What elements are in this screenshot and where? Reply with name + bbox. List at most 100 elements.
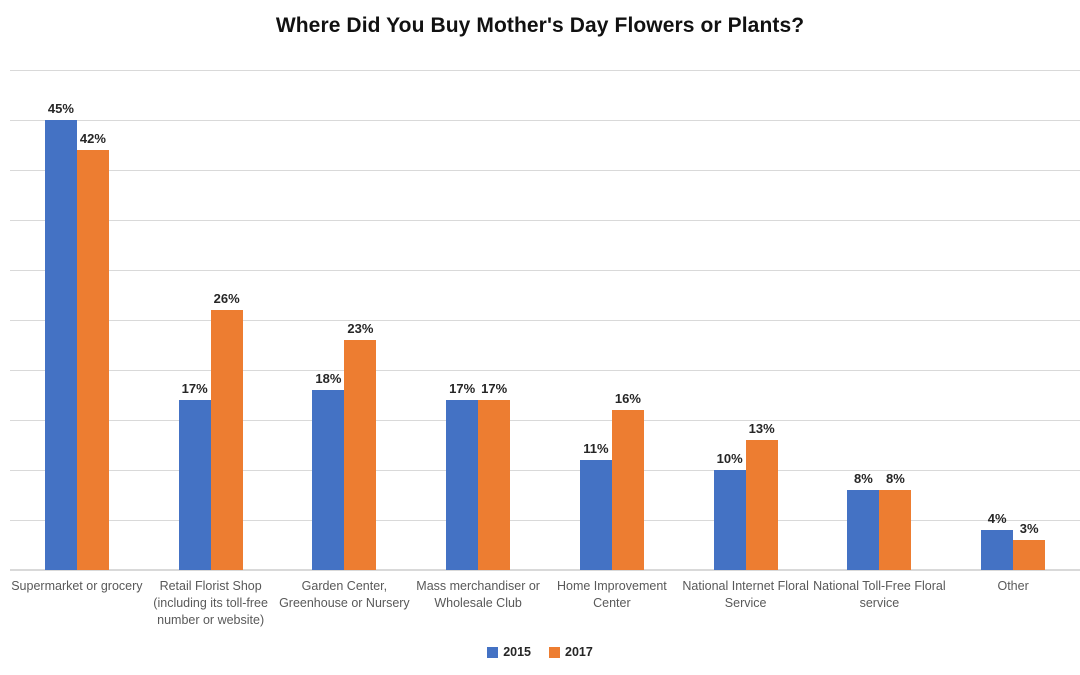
bar-rect[interactable] — [312, 390, 345, 570]
bar-value-label: 42% — [79, 131, 106, 146]
legend-swatch-icon — [487, 646, 499, 658]
chart-legend: 2015 2017 — [0, 645, 1080, 659]
category-label-line: Garden Center, — [301, 579, 388, 593]
bar-2015-6[interactable]: 10% — [713, 70, 746, 570]
bar-value-label: 8% — [885, 471, 905, 486]
bar-2015-5[interactable]: 11% — [579, 70, 612, 570]
bar-rect[interactable] — [44, 120, 77, 570]
category-label-line: Greenhouse or Nursery — [279, 596, 410, 610]
legend-swatch-icon — [549, 646, 560, 658]
bar-group: 4% 3% — [981, 70, 1046, 570]
bar-value-label: 18% — [315, 371, 342, 386]
bar-rect[interactable] — [713, 470, 746, 570]
legend-label: 2017 — [565, 645, 593, 659]
category-label: Supermarket or grocery — [10, 578, 144, 595]
plot-area: 45% 42% 17% 26% 18% 23% 17% 17% 11% 16% 10% 13% 8% 8%… — [10, 70, 1080, 571]
gridline — [10, 220, 1080, 221]
bar-2015-1[interactable]: 45% — [44, 70, 77, 570]
category-label-line: Other — [997, 579, 1029, 593]
gridline — [10, 420, 1080, 421]
category-label-line: service — [859, 596, 900, 610]
gridline — [10, 70, 1080, 71]
bar-2015-7[interactable]: 8% — [847, 70, 880, 570]
bar-2017-8[interactable]: 3% — [1013, 70, 1046, 570]
bar-value-label: 8% — [853, 471, 873, 486]
bar-value-label: 4% — [987, 511, 1007, 526]
bar-2017-4[interactable]: 17% — [478, 70, 511, 570]
bar-2015-4[interactable]: 17% — [446, 70, 479, 570]
bar-value-label: 3% — [1019, 521, 1039, 536]
bar-value-label: 13% — [748, 421, 775, 436]
bar-groups: 45% 42% 17% 26% 18% 23% 17% 17% 11% 16% 10% 13% 8% 8%… — [10, 70, 1080, 570]
bar-rect[interactable] — [879, 490, 912, 570]
bar-rect[interactable] — [344, 340, 377, 570]
bar-value-label: 17% — [181, 381, 208, 396]
category-label-line: Wholesale Club — [434, 596, 522, 610]
bar-2017-5[interactable]: 16% — [611, 70, 644, 570]
bar-2015-3[interactable]: 18% — [312, 70, 345, 570]
category-label-line: Center — [593, 596, 631, 610]
bar-2017-6[interactable]: 13% — [745, 70, 778, 570]
bar-value-label: 26% — [213, 291, 240, 306]
bar-value-label: 17% — [449, 381, 476, 396]
bar-2017-7[interactable]: 8% — [879, 70, 912, 570]
category-label: Garden Center, Greenhouse or Nursery — [278, 578, 412, 612]
bar-value-label: 11% — [583, 441, 609, 456]
bar-2015-8[interactable]: 4% — [981, 70, 1014, 570]
category-label-line: Mass merchandiser or — [416, 579, 540, 593]
bar-2015-2[interactable]: 17% — [178, 70, 211, 570]
category-label-line: National Toll-Free Floral — [813, 579, 946, 593]
bar-rect[interactable] — [478, 400, 511, 570]
gridline — [10, 520, 1080, 521]
legend-item-2015[interactable]: 2015 — [487, 645, 531, 659]
bar-group: 17% 26% — [178, 70, 243, 570]
category-axis-labels: Supermarket or grocery Retail Florist Sho… — [10, 578, 1080, 648]
bar-value-label: 16% — [614, 391, 641, 406]
bar-rect[interactable] — [210, 310, 243, 570]
category-label-line: number or website) — [157, 613, 265, 627]
bar-rect[interactable] — [76, 150, 109, 570]
bar-rect[interactable] — [178, 400, 211, 570]
category-label: Retail Florist Shop (including its toll-f… — [144, 578, 278, 629]
category-label: Mass merchandiser or Wholesale Club — [411, 578, 545, 612]
bar-rect[interactable] — [1013, 540, 1046, 570]
category-label: National Toll-Free Floral service — [813, 578, 947, 612]
category-label-line: Home Improvement — [556, 579, 667, 593]
category-label-line: National Internet Floral — [682, 579, 809, 593]
gridline — [10, 120, 1080, 121]
chart-title: Where Did You Buy Mother's Day Flowers o… — [275, 14, 805, 37]
bar-group: 17% 17% — [446, 70, 511, 570]
legend-item-2017[interactable]: 2017 — [549, 645, 593, 659]
category-label-line: Retail Florist Shop — [159, 579, 262, 593]
bar-rect[interactable] — [745, 440, 778, 570]
bar-value-label: 17% — [481, 381, 508, 396]
legend-label: 2015 — [503, 645, 531, 659]
category-label: Other — [946, 578, 1080, 595]
gridline — [10, 270, 1080, 271]
category-label-line: Supermarket or grocery — [11, 579, 143, 593]
bar-value-label: 45% — [47, 101, 74, 116]
bar-rect[interactable] — [981, 530, 1014, 570]
bar-2017-2[interactable]: 26% — [210, 70, 243, 570]
bar-rect[interactable] — [611, 410, 644, 570]
category-label-line: Service — [724, 596, 767, 610]
bar-group: 18% 23% — [312, 70, 377, 570]
x-axis-line — [10, 569, 1080, 570]
gridline — [10, 570, 1080, 571]
bar-group: 45% 42% — [44, 70, 109, 570]
gridline — [10, 320, 1080, 321]
gridline — [10, 370, 1080, 371]
bar-group: 8% 8% — [847, 70, 912, 570]
bar-rect[interactable] — [579, 460, 612, 570]
bar-2017-1[interactable]: 42% — [76, 70, 109, 570]
category-label: Home Improvement Center — [545, 578, 679, 612]
category-label-line: (including its toll-free — [153, 596, 268, 610]
bar-value-label: 10% — [716, 451, 743, 466]
gridline — [10, 170, 1080, 171]
bar-group: 10% 13% — [713, 70, 778, 570]
bar-2017-3[interactable]: 23% — [344, 70, 377, 570]
bar-rect[interactable] — [446, 400, 479, 570]
bar-rect[interactable] — [847, 490, 880, 570]
category-label: National Internet Floral Service — [679, 578, 813, 612]
